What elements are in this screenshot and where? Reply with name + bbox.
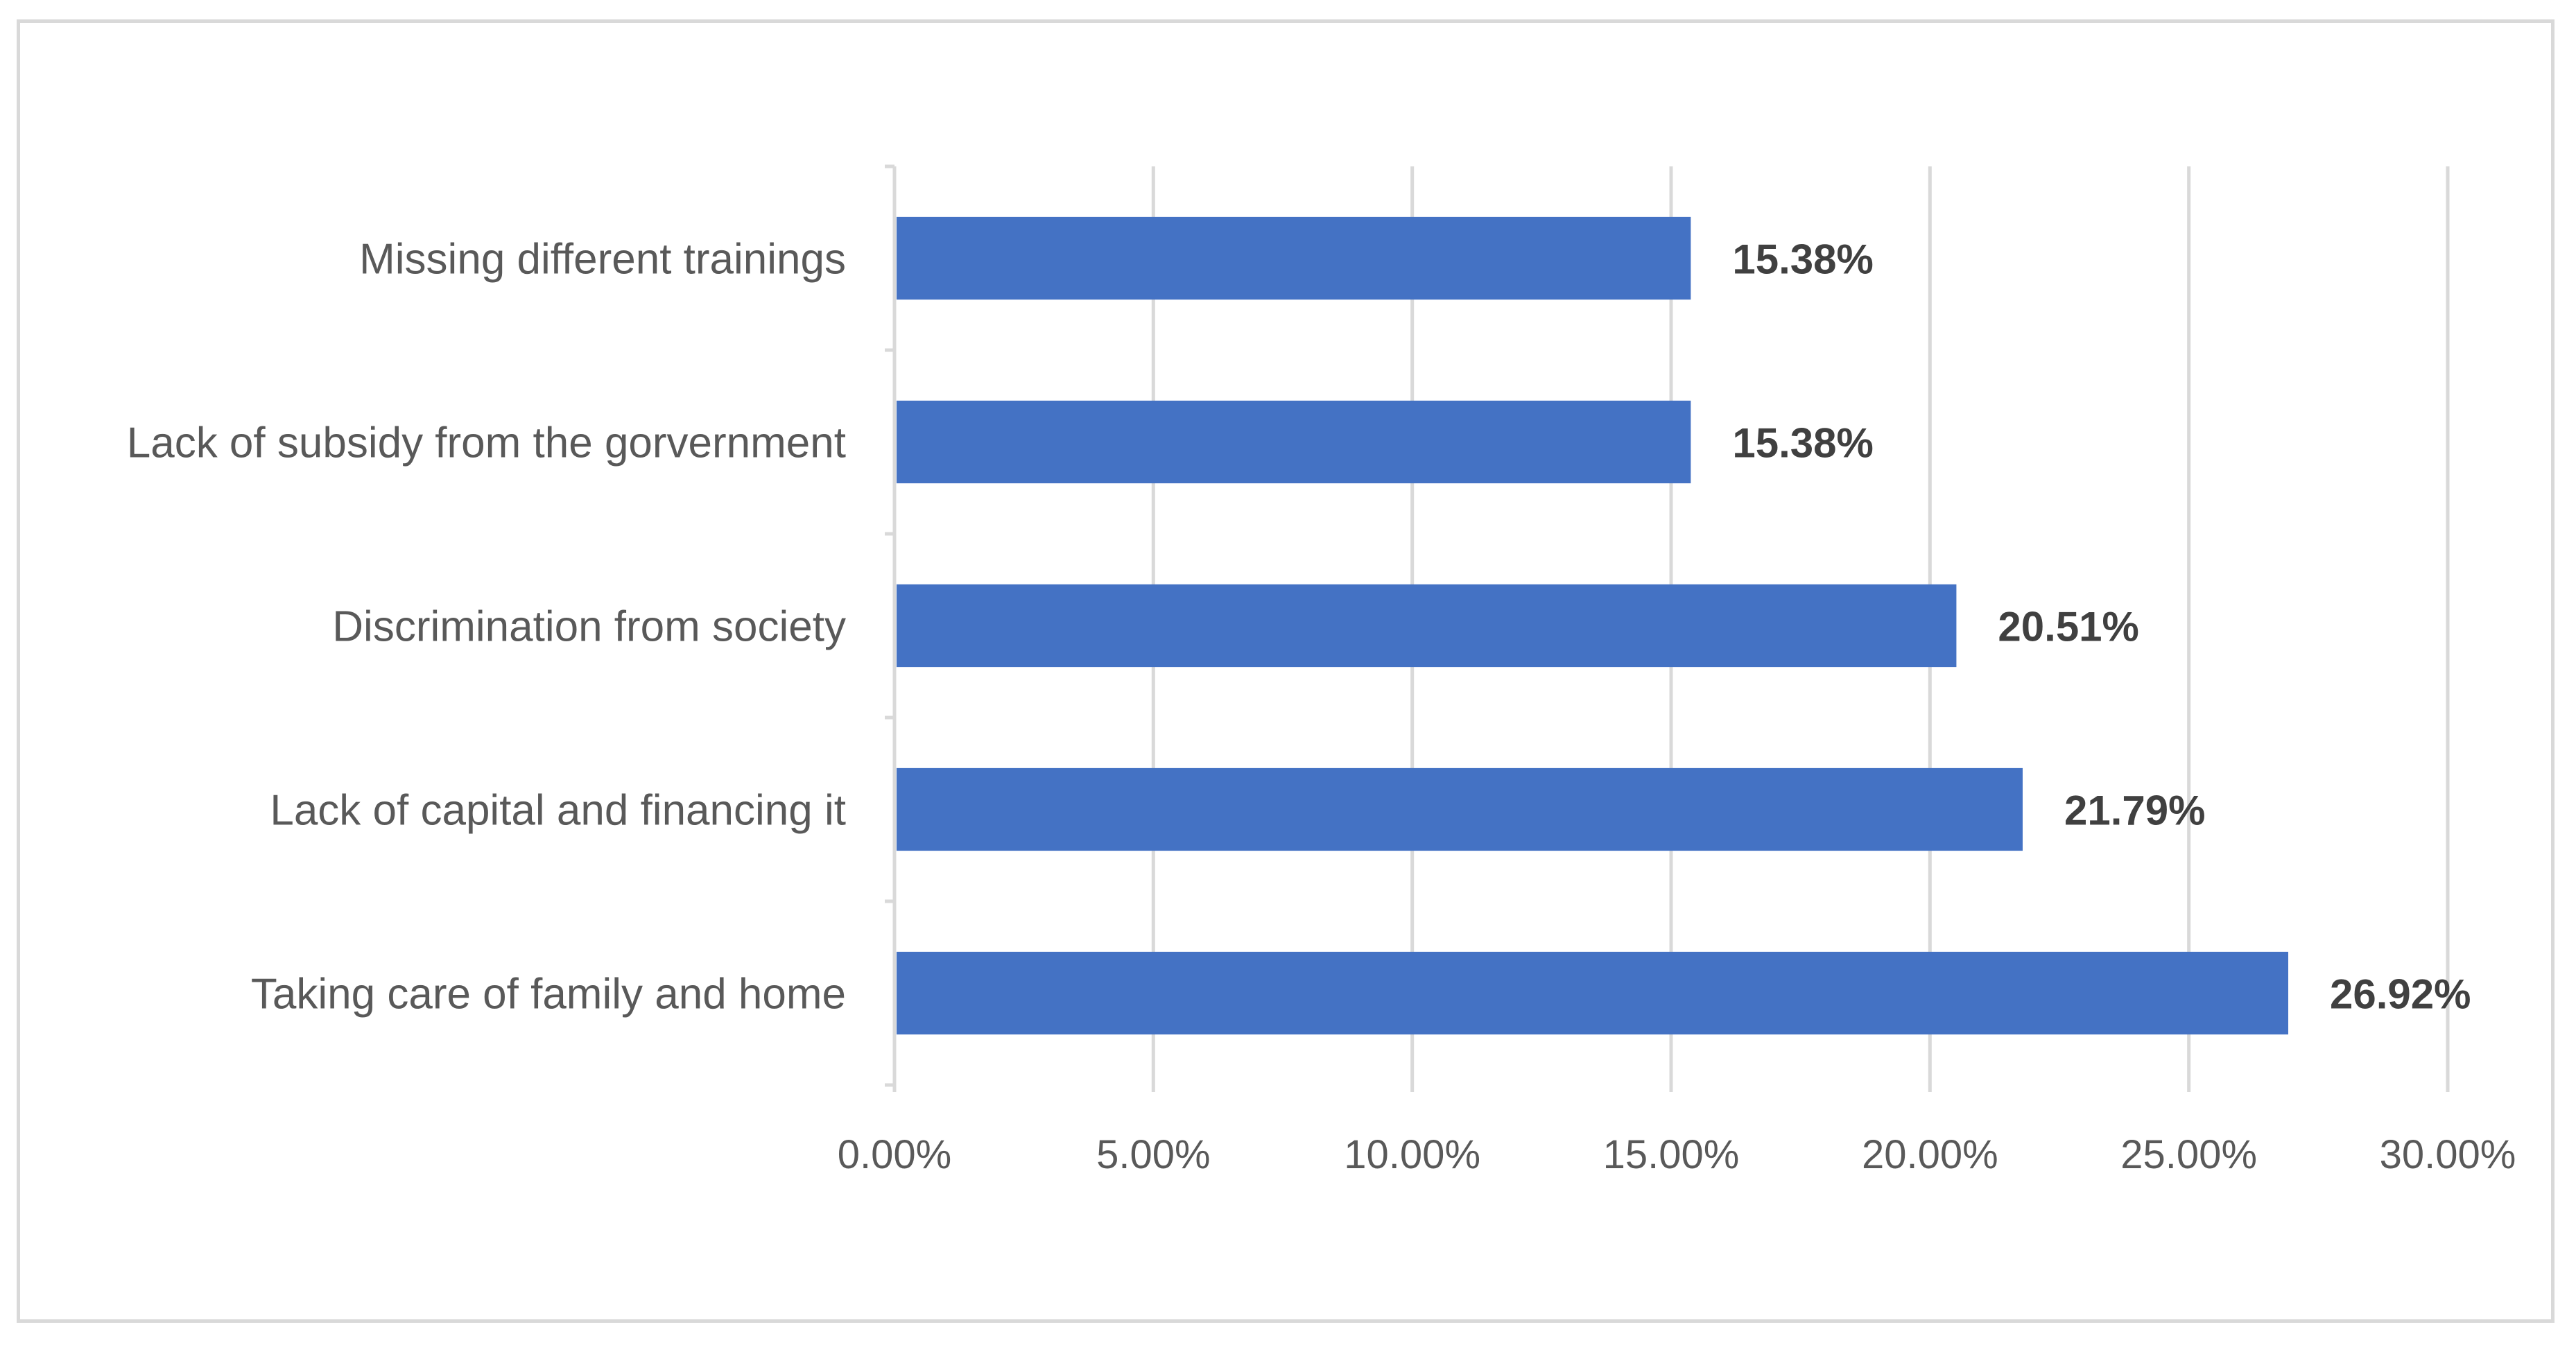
x-tick-label: 25.00% <box>2120 1132 2257 1177</box>
category-label: Discrimination from society <box>332 603 846 651</box>
axes <box>885 164 897 1092</box>
category-label: Missing different trainings <box>359 236 846 284</box>
labels: 0.00% 5.00% 10.00% 15.00% 20.00% 25.00% 30.00%… <box>127 236 2516 1178</box>
data-label: 26.92% <box>2330 971 2471 1018</box>
x-tick-label: 15.00% <box>1603 1132 1740 1177</box>
x-tick-label: 10.00% <box>1344 1132 1480 1177</box>
x-tick-label: 20.00% <box>1862 1132 1998 1177</box>
gridlines <box>1151 166 2450 1092</box>
bar <box>897 400 1691 484</box>
bar <box>897 216 1691 300</box>
data-label: 20.51% <box>1998 604 2139 650</box>
x-tick-label: 5.00% <box>1096 1132 1210 1177</box>
bar <box>897 767 2023 851</box>
x-tick-label: 30.00% <box>2380 1132 2516 1177</box>
data-label: 21.79% <box>2064 788 2206 834</box>
data-label: 15.38% <box>1732 236 1874 283</box>
data-label: 15.38% <box>1732 420 1874 467</box>
category-label: Taking care of family and home <box>251 971 846 1018</box>
category-label: Lack of subsidy from the gorvernment <box>127 419 846 467</box>
bar <box>897 584 1957 668</box>
category-label: Lack of capital and financing it <box>270 787 846 835</box>
bars <box>897 216 2289 1035</box>
x-tick-label: 0.00% <box>838 1132 951 1177</box>
bar <box>897 951 2289 1035</box>
